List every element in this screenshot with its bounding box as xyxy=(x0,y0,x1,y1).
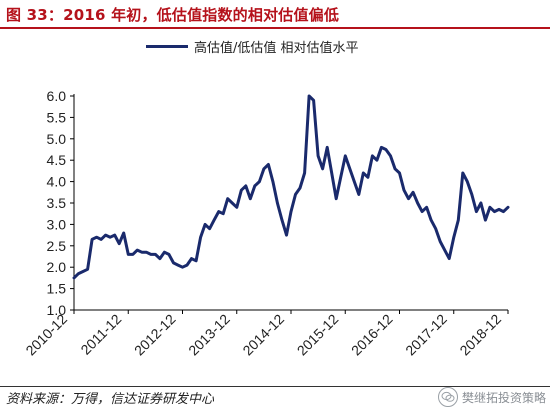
y-tick-label: 1.5 xyxy=(47,281,67,297)
x-tick-label: 2015-12 xyxy=(294,311,342,359)
wechat-logo-icon xyxy=(437,387,458,407)
x-tick-label: 2013-12 xyxy=(185,311,233,359)
x-axis-ticks: 2010-12 2011-12 2012-12 2013-12 2014-12 2015-… xyxy=(22,310,509,359)
line-chart: 1.0 1.5 2.0 2.5 3.0 3.5 4.0 4.5 5.0 5.5 6.0 2010-1… xyxy=(22,88,510,359)
figure-title: 图 33：2016 年初，低估值指数的相对估值偏低 xyxy=(6,6,340,24)
chart-axes xyxy=(73,94,508,311)
y-tick-label: 5.5 xyxy=(47,109,67,125)
y-tick-label: 1.0 xyxy=(47,302,67,318)
y-tick-label: 2.5 xyxy=(47,238,67,254)
y-tick-label: 6.0 xyxy=(47,88,67,104)
x-tick-label: 2017-12 xyxy=(402,311,450,359)
chart-legend: 高估值/低估值 相对估值水平 xyxy=(146,37,359,56)
x-tick-label: 2016-12 xyxy=(348,311,396,359)
source-rule xyxy=(0,386,550,387)
y-tick-label: 2.0 xyxy=(47,259,67,275)
y-tick-label: 3.5 xyxy=(47,195,67,211)
y-tick-label: 3.0 xyxy=(47,216,67,232)
y-axis-ticks: 1.0 1.5 2.0 2.5 3.0 3.5 4.0 4.5 5.0 5.5 6.0 xyxy=(47,88,74,318)
legend-swatch xyxy=(146,44,188,48)
watermark-text: 樊继拓投资策略 xyxy=(461,390,546,405)
source-note: 资料来源：万得，信达证券研发中心 xyxy=(6,392,215,407)
legend-label: 高估值/低估值 相对估值水平 xyxy=(194,40,359,56)
watermark: 樊继拓投资策略 xyxy=(437,386,546,408)
x-tick-label: 2012-12 xyxy=(131,311,179,359)
chart-lines xyxy=(72,94,510,280)
y-tick-label: 4.5 xyxy=(47,152,67,168)
x-tick-label: 2011-12 xyxy=(77,311,124,358)
series-line xyxy=(72,94,510,280)
y-tick-label: 5.0 xyxy=(47,131,67,147)
x-tick-label: 2014-12 xyxy=(239,311,287,359)
y-tick-label: 4.0 xyxy=(47,174,67,190)
x-tick-label: 2018-12 xyxy=(456,311,504,359)
title-rule xyxy=(0,27,550,29)
